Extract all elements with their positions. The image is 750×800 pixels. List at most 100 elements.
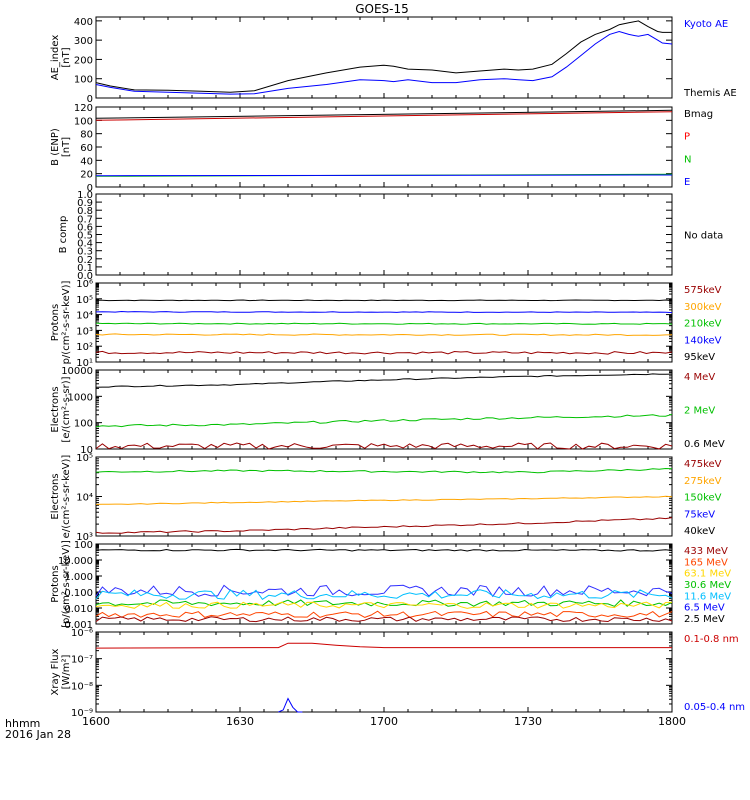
panel-bcomp: 0.00.10.20.30.40.50.60.70.80.91.0 B comp N… bbox=[58, 190, 723, 282]
legend-entry: N bbox=[684, 154, 691, 165]
time-tick-label: 1630 bbox=[226, 715, 254, 728]
legend-entry: 2.5 MeV bbox=[684, 614, 725, 625]
y-tick-label: 10⁻⁸ bbox=[71, 681, 93, 692]
legend-entry: 165 MeV bbox=[684, 557, 728, 568]
y-tick-label: 20 bbox=[80, 170, 93, 181]
series-11-6-mev bbox=[95, 589, 673, 600]
y-tick-label: 10⁻⁶ bbox=[71, 628, 93, 639]
series-themis-ae bbox=[95, 20, 672, 93]
y-axis-label: Protons bbox=[50, 565, 61, 602]
y-tick-label: 0.5 bbox=[77, 231, 93, 242]
series-30-6-mev bbox=[95, 599, 673, 607]
y-axis-label: Electrons bbox=[50, 386, 61, 432]
y-tick-label: 120 bbox=[74, 103, 93, 114]
legend-entry: P bbox=[684, 132, 690, 143]
legend-entry: 40keV bbox=[684, 526, 715, 537]
y-tick-label: 10 bbox=[80, 445, 93, 456]
panel-bfield: 0 20 40 60 80 100 120 B (ENP) [nT] Bmag PN E bbox=[50, 103, 713, 194]
series-150kev bbox=[95, 467, 673, 474]
legend-entry: Bmag bbox=[684, 109, 713, 120]
y-tick-label: 10⁵ bbox=[76, 295, 93, 306]
time-tick-label: 1730 bbox=[514, 715, 542, 728]
series-433-mev bbox=[95, 616, 673, 623]
y-axis-label: [nT] bbox=[61, 47, 72, 67]
y-tick-label: 40 bbox=[80, 156, 93, 167]
y-axis-label: p/(cm²-s-sr-keV)] bbox=[61, 281, 72, 365]
y-tick-label: 0.9 bbox=[77, 198, 93, 209]
y-axis-label: B comp bbox=[58, 216, 69, 254]
y-tick-label: 60 bbox=[80, 143, 93, 154]
y-tick-label: 100 bbox=[74, 75, 93, 86]
series-p bbox=[95, 111, 673, 121]
y-tick-label: 10⁻⁷ bbox=[71, 655, 93, 666]
y-tick-label: 0.1 bbox=[77, 263, 93, 274]
y-tick-label: 10³ bbox=[76, 532, 93, 543]
y-tick-label: 80 bbox=[80, 130, 93, 141]
panel-frame bbox=[95, 543, 673, 625]
legend-entry: E bbox=[684, 177, 690, 188]
y-axis-label: B (ENP) bbox=[50, 128, 61, 166]
series-140kev bbox=[95, 310, 673, 314]
panel-ae: 0 100 200 300 400 AE_index [nT] Kyoto AE Themis … bbox=[50, 16, 737, 105]
legend-entry: Themis AE bbox=[683, 88, 737, 99]
series-2-5-mev bbox=[95, 548, 673, 552]
legend-entry: 63.1 MeV bbox=[684, 569, 731, 580]
legend-entry: 210keV bbox=[684, 319, 722, 330]
series-95kev bbox=[96, 299, 673, 302]
y-tick-label: 10⁵ bbox=[76, 453, 93, 464]
y-tick-label: 10² bbox=[76, 342, 93, 353]
series-4-mev bbox=[95, 442, 673, 450]
legend-entry: 0.6 MeV bbox=[684, 439, 725, 450]
legend-entry: 95keV bbox=[684, 352, 715, 363]
y-tick-label: 0.010 bbox=[64, 604, 93, 615]
time-tick-label: 1700 bbox=[370, 715, 398, 728]
legend-entry: 300keV bbox=[684, 302, 722, 313]
y-tick-label: 0.8 bbox=[77, 206, 93, 217]
y-tick-label: 300 bbox=[74, 36, 93, 47]
legend-entry: No data bbox=[684, 231, 723, 242]
y-tick-label: 0.7 bbox=[77, 214, 93, 225]
series-e bbox=[95, 174, 673, 177]
chart-title: GOES-15 bbox=[355, 2, 409, 16]
y-tick-label: 0.100 bbox=[64, 588, 93, 599]
legend-entry: 4 MeV bbox=[684, 372, 715, 383]
series-300kev bbox=[95, 333, 673, 337]
panel-frame bbox=[95, 369, 673, 450]
y-axis-label: [W/m²] bbox=[61, 654, 72, 689]
y-tick-label: 0.4 bbox=[77, 239, 93, 250]
time-tick-label: 1800 bbox=[658, 715, 686, 728]
panel-protons1: 10¹ 10² 10³ 10⁴ 10⁵ 10⁶ Protons p/(cm²-s-sr-keV… bbox=[50, 279, 722, 369]
panel-frame bbox=[95, 193, 673, 276]
legend-entry: Kyoto AE bbox=[684, 19, 728, 30]
series-210kev bbox=[95, 322, 673, 325]
y-tick-label: 1000 bbox=[68, 392, 93, 403]
y-tick-label: 0 bbox=[87, 183, 93, 194]
y-tick-label: 10⁴ bbox=[76, 311, 93, 322]
series-0-1-0-8-nm bbox=[95, 642, 672, 649]
y-tick-label: 400 bbox=[74, 17, 93, 28]
series-165-mev bbox=[95, 610, 673, 618]
y-axis-label: AE_index bbox=[50, 35, 61, 81]
y-tick-label: 200 bbox=[74, 55, 93, 66]
y-axis-label: [p/(cm²-s-sr-keV)] bbox=[61, 540, 72, 628]
legend-entry: 30.6 MeV bbox=[684, 580, 731, 591]
legend-entry: 575keV bbox=[684, 285, 722, 296]
y-tick-label: 100 bbox=[74, 116, 93, 127]
y-axis-label: [nT] bbox=[61, 137, 72, 157]
legend-entry: 75keV bbox=[684, 509, 715, 520]
series-0-6-mev bbox=[95, 373, 673, 388]
y-tick-label: 1.000 bbox=[64, 572, 93, 583]
legend-entry: 433 MeV bbox=[684, 546, 728, 557]
series-bmag bbox=[95, 109, 673, 119]
y-tick-label: 1.0 bbox=[77, 190, 93, 201]
series-475kev bbox=[95, 517, 673, 534]
panel-frame bbox=[95, 282, 673, 363]
y-axis-label: e/(cm²-s-sr-keV)] bbox=[61, 455, 72, 539]
legend-entry: 11.6 MeV bbox=[684, 591, 731, 602]
series-0-05-0-4-nm bbox=[278, 697, 303, 713]
panel-xray: 10⁻⁹ 10⁻⁸ 10⁻⁷ 10⁻⁶ Xray Flux [W/m²] 0.1-0.8 n… bbox=[50, 628, 745, 719]
y-axis-label: Electrons bbox=[50, 473, 61, 519]
